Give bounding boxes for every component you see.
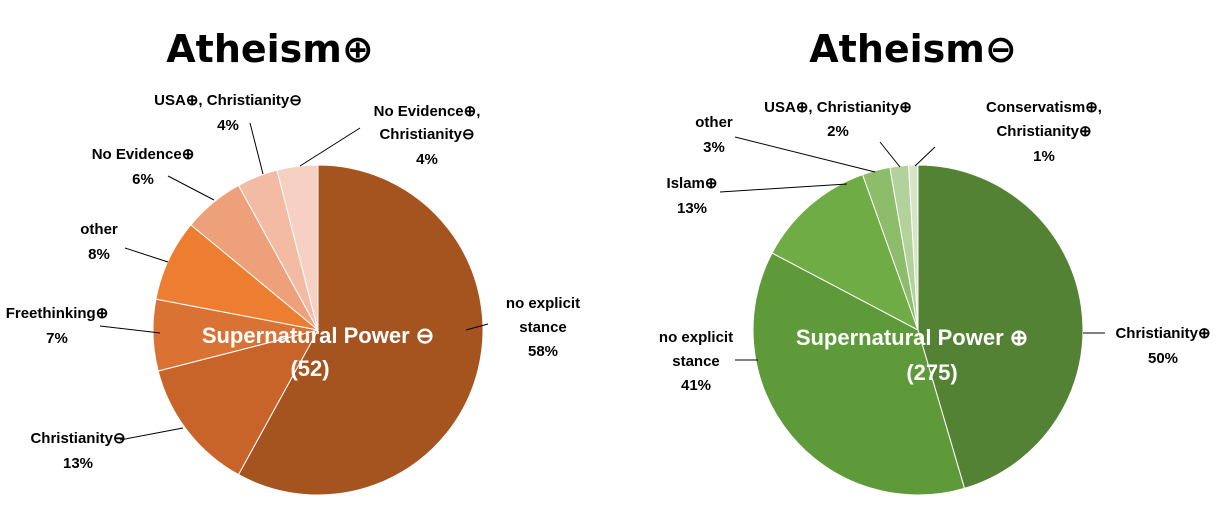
leader-line	[879, 141, 901, 168]
pie-slice-0	[917, 164, 1084, 489]
slice-label: Islam⊕ 13%	[667, 175, 718, 217]
leader-line	[719, 183, 848, 193]
pie-chart-right-svg: Atheism⊖ Christianity⊕ 50% no explicit sta…	[659, 27, 1211, 496]
slice-label: other 8%	[80, 221, 118, 263]
slice-label: other 3%	[695, 114, 733, 156]
slice-label: Conservatism⊕, Christianity⊕ 1%	[986, 99, 1102, 165]
slice-label: no explicit stance 41%	[659, 329, 733, 394]
slice-label: No Evidence⊕, Christianity⊖ 4%	[374, 103, 481, 168]
pie-slice-0	[237, 164, 484, 496]
center-count: (52)	[290, 356, 329, 381]
leader-line	[99, 325, 161, 334]
pie-slice-1	[157, 329, 319, 476]
center-label: Supernatural Power ⊕	[796, 325, 1028, 350]
center-label: Supernatural Power ⊖	[202, 323, 434, 348]
leader-line	[299, 127, 361, 167]
slice-label: USA⊕, Christianity⊕ 2%	[764, 99, 912, 140]
leader-line	[249, 122, 264, 175]
pie-slices	[152, 164, 484, 496]
chart-title: Atheism⊖	[809, 27, 1016, 71]
pie-chart-atheism-favor: Atheism⊕ no explicit stance 58% Christiani…	[6, 27, 580, 496]
slice-label: USA⊕, Christianity⊖ 4%	[154, 92, 302, 134]
slice-label: No Evidence⊕ 6%	[92, 146, 195, 188]
pie-chart-left-svg: Atheism⊕ no explicit stance 58% Christiani…	[6, 27, 580, 496]
pie-chart-atheism-against: Atheism⊖ Christianity⊕ 50% no explicit sta…	[615, 0, 1230, 511]
leader-line	[465, 323, 489, 331]
center-count: (275)	[906, 360, 957, 385]
leader-line	[124, 247, 169, 263]
pie-slices	[752, 164, 1084, 496]
slice-label: Christianity⊖ 13%	[30, 430, 125, 472]
pie-slice-6	[276, 164, 319, 331]
leader-line	[734, 136, 876, 173]
pie-slice-2	[771, 173, 919, 332]
leader-line	[167, 175, 215, 201]
slice-label: no explicit stance 58%	[506, 295, 580, 360]
leader-line	[119, 427, 184, 441]
pie-slice-5	[908, 164, 919, 331]
pie-slice-1	[752, 252, 966, 496]
slice-label: Freethinking⊕ 7%	[6, 305, 109, 347]
chart-title: Atheism⊕	[166, 27, 373, 71]
leader-line	[914, 146, 936, 167]
slice-label: Christianity⊕ 50%	[1115, 325, 1210, 367]
